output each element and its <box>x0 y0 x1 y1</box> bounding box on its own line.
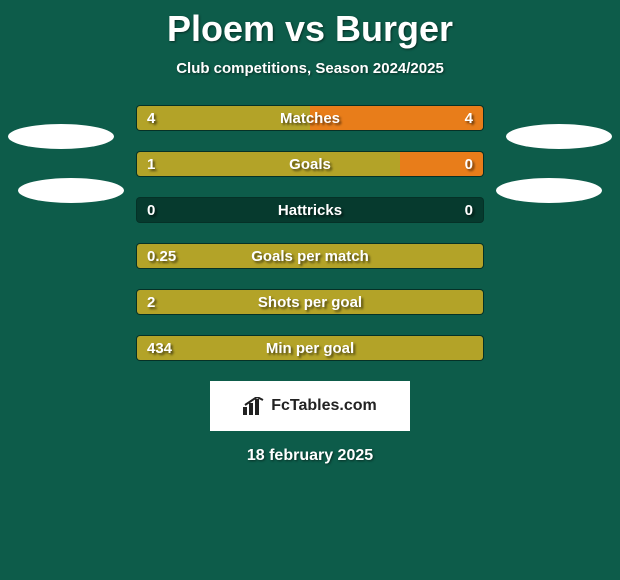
stat-label: Goals <box>137 152 483 177</box>
stat-value-right: 0 <box>465 198 473 223</box>
stat-row: 2Shots per goal <box>136 289 484 315</box>
team-badge-right-1 <box>506 124 612 149</box>
stat-value-right: 4 <box>465 106 473 131</box>
stat-label: Hattricks <box>137 198 483 223</box>
stat-row: 0Hattricks0 <box>136 197 484 223</box>
stat-label: Matches <box>137 106 483 131</box>
stat-row: 0.25Goals per match <box>136 243 484 269</box>
stat-row: 434Min per goal <box>136 335 484 361</box>
stat-value-right: 0 <box>465 152 473 177</box>
page-title: Ploem vs Burger <box>0 0 620 50</box>
team-badge-right-2 <box>496 178 602 203</box>
chart-icon <box>243 397 265 415</box>
generation-date: 18 february 2025 <box>0 447 620 465</box>
stat-label: Shots per goal <box>137 290 483 315</box>
stat-row: 1Goals0 <box>136 151 484 177</box>
stats-bars: 4Matches41Goals00Hattricks00.25Goals per… <box>136 105 484 361</box>
logo-text: FcTables.com <box>271 397 377 415</box>
fctables-logo: FcTables.com <box>210 381 410 431</box>
stat-label: Min per goal <box>137 336 483 361</box>
team-badge-left-1 <box>8 124 114 149</box>
team-badge-left-2 <box>18 178 124 203</box>
stat-label: Goals per match <box>137 244 483 269</box>
page-subtitle: Club competitions, Season 2024/2025 <box>0 60 620 77</box>
stat-row: 4Matches4 <box>136 105 484 131</box>
